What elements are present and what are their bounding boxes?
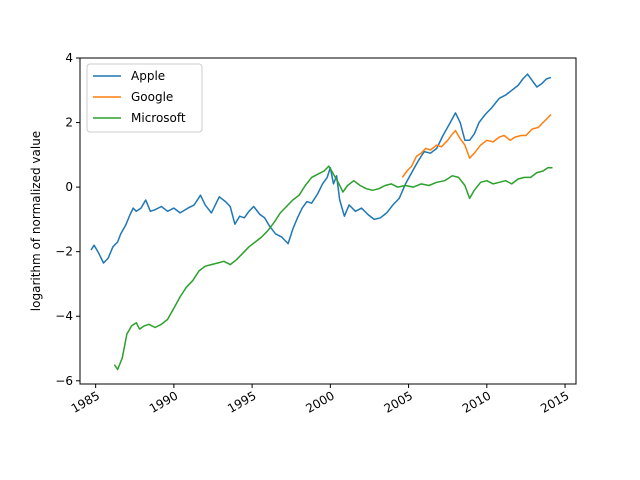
y-tick-label: −6 (55, 374, 73, 388)
legend-label-microsoft: Microsoft (131, 111, 186, 125)
legend-box (86, 63, 203, 133)
y-tick-label: 0 (65, 180, 73, 194)
series-layer (90, 73, 553, 371)
series-line-microsoft (113, 165, 553, 371)
y-tick-label: 4 (65, 51, 73, 65)
y-axis: −6 −4 −2 0 2 4 (55, 51, 80, 388)
legend-label-apple: Apple (131, 69, 165, 83)
y-tick-label: 2 (65, 116, 73, 130)
legend: Apple Google Microsoft (86, 63, 203, 133)
series-line-apple (90, 73, 552, 264)
series-line-google (401, 113, 552, 178)
y-tick-label: −4 (55, 309, 73, 323)
legend-label-google: Google (131, 90, 173, 104)
y-tick-label: −2 (55, 245, 73, 259)
y-axis-title: logarithm of normalized value (29, 131, 43, 311)
plot-frame (79, 57, 577, 385)
